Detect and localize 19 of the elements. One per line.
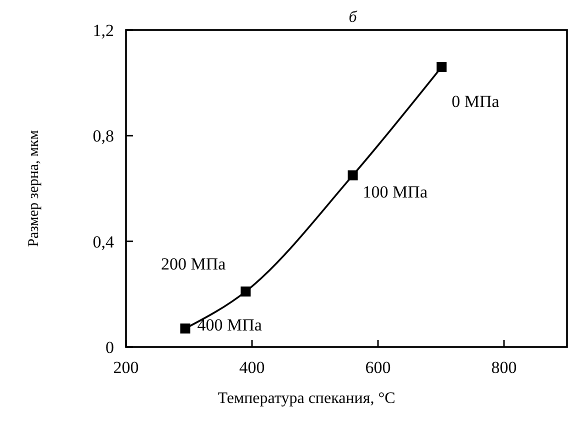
y-tick-label: 0 [106,338,114,357]
x-tick-label: 200 [113,358,139,377]
annotation: 0 МПа [452,92,500,111]
point [180,324,190,334]
point [348,170,358,180]
y-tick-label: 1,2 [92,21,114,40]
point [436,62,447,72]
x-tick-label: 600 [365,358,391,377]
x-tick-label: 800 [491,358,517,377]
y-axis-title: Размер зерна, мкм [26,130,42,247]
annotation: 400 МПа [197,316,262,335]
annotation: 200 МПа [160,254,226,274]
y-tick-label: 0,8 [92,126,114,146]
annotation: 100 МПа [362,182,428,202]
point [240,286,251,297]
x-axis-title: Температура спекания, °C [218,390,396,407]
x-tick-label: 400 [239,358,265,377]
chart-title: б [348,9,358,26]
y-tick-label: 0,4 [92,232,114,252]
